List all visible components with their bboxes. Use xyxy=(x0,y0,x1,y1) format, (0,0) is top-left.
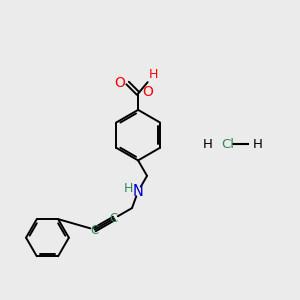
Text: H: H xyxy=(124,182,133,195)
Text: H: H xyxy=(149,68,158,81)
Text: C: C xyxy=(110,212,118,225)
Text: Cl: Cl xyxy=(221,138,234,151)
Text: C: C xyxy=(91,224,99,237)
Text: N: N xyxy=(133,184,143,199)
Text: H: H xyxy=(253,138,262,151)
Text: O: O xyxy=(142,85,153,99)
Text: H: H xyxy=(202,138,212,151)
Text: O: O xyxy=(114,76,124,90)
